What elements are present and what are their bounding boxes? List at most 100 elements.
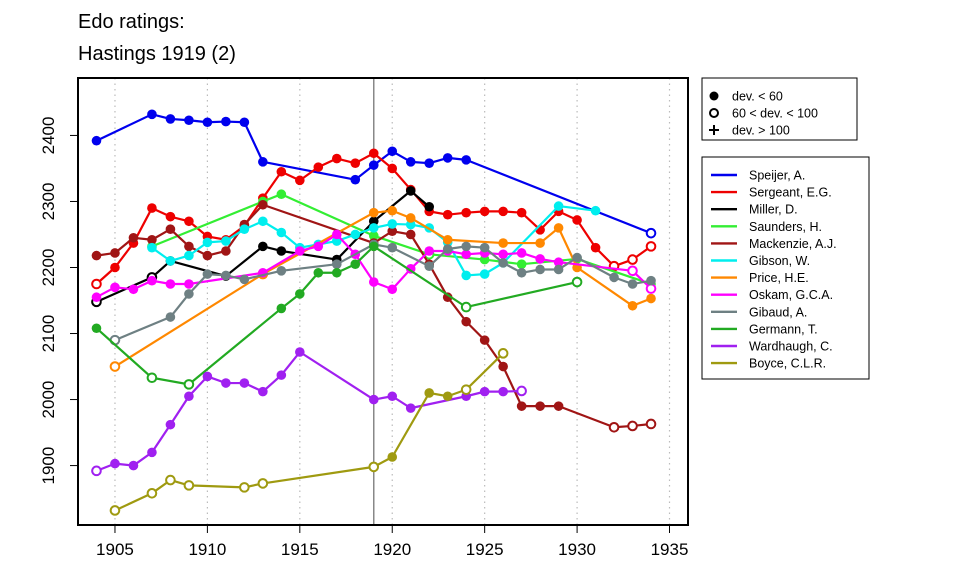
- marker-legend-label: dev. > 100: [732, 124, 790, 138]
- data-point: [405, 219, 416, 230]
- data-point: [627, 254, 638, 265]
- legend-label: Sergeant, E.G.: [749, 186, 832, 200]
- data-point: [368, 461, 380, 473]
- data-point: [461, 207, 471, 218]
- data-point: [479, 254, 490, 265]
- data-point: [184, 391, 194, 402]
- chart-title: Edo ratings:: [78, 11, 185, 33]
- data-point: [202, 269, 213, 279]
- data-point: [609, 272, 619, 283]
- data-point: [646, 293, 656, 304]
- data-point: [498, 258, 508, 268]
- data-point: [645, 241, 657, 252]
- data-point: [165, 419, 176, 430]
- data-point: [91, 278, 102, 290]
- legend-label: Gibaud, A.: [749, 305, 807, 319]
- data-point: [91, 135, 102, 146]
- data-point: [202, 371, 213, 382]
- data-point: [645, 227, 657, 239]
- data-point: [276, 246, 287, 256]
- data-point: [313, 267, 324, 278]
- data-point: [258, 386, 268, 397]
- data-point: [147, 275, 157, 286]
- data-point: [368, 394, 379, 405]
- data-point: [368, 160, 379, 170]
- data-point: [239, 482, 250, 493]
- data-point: [535, 401, 545, 411]
- y-tick-label: 2200: [39, 249, 58, 287]
- data-point: [331, 267, 342, 278]
- data-point: [165, 224, 176, 235]
- data-point: [479, 269, 490, 279]
- data-point: [368, 241, 379, 252]
- data-point: [368, 277, 379, 287]
- data-point: [350, 174, 361, 185]
- data-point: [608, 421, 620, 433]
- data-point: [590, 242, 601, 253]
- data-point: [109, 361, 121, 372]
- x-tick-label: 1920: [373, 540, 411, 559]
- data-point: [572, 252, 582, 263]
- legend-label: Gibson, W.: [749, 254, 810, 268]
- data-point: [331, 259, 342, 269]
- data-point: [405, 186, 416, 196]
- data-point: [128, 460, 139, 471]
- data-point: [128, 232, 139, 243]
- marker-legend-label: 60 < dev. < 100: [732, 107, 818, 121]
- data-point: [350, 158, 361, 168]
- data-point: [387, 219, 398, 229]
- data-point: [91, 465, 102, 477]
- data-point: [295, 347, 305, 357]
- data-point: [202, 237, 213, 248]
- data-point: [387, 226, 398, 236]
- data-point: [479, 335, 490, 345]
- data-point: [497, 348, 509, 359]
- data-point: [110, 248, 120, 258]
- data-point: [295, 175, 305, 186]
- data-point: [221, 270, 231, 281]
- data-point: [405, 229, 416, 240]
- data-point: [165, 279, 176, 289]
- data-point: [276, 370, 287, 380]
- legend-label: Speijer, A.: [749, 169, 805, 183]
- series-gibaud-a: [109, 239, 656, 346]
- data-point: [645, 418, 657, 430]
- data-point: [313, 162, 324, 172]
- x-tick-label: 1915: [281, 540, 319, 559]
- data-point: [276, 227, 287, 238]
- data-point: [535, 238, 545, 248]
- data-point: [91, 250, 102, 261]
- data-point: [239, 224, 250, 235]
- data-point: [368, 216, 379, 227]
- series-layer: [91, 109, 657, 516]
- data-point: [461, 241, 471, 252]
- data-point: [405, 213, 416, 223]
- data-point: [516, 267, 527, 278]
- data-point: [128, 284, 139, 295]
- data-point: [498, 238, 508, 248]
- data-point: [498, 206, 508, 217]
- data-point: [553, 223, 564, 233]
- data-point: [91, 292, 102, 303]
- x-tick-label: 1930: [558, 540, 596, 559]
- data-point: [387, 163, 398, 174]
- data-point: [276, 189, 287, 200]
- data-point: [239, 378, 250, 388]
- data-point: [165, 256, 176, 266]
- data-point: [479, 242, 490, 253]
- series-line: [96, 350, 522, 472]
- data-point: [368, 148, 379, 159]
- marker-filled-icon: [709, 91, 719, 101]
- data-point: [479, 206, 490, 217]
- data-point: [461, 270, 471, 281]
- data-point: [183, 379, 195, 390]
- data-point: [553, 401, 564, 411]
- data-point: [516, 207, 527, 218]
- data-point: [535, 254, 545, 264]
- data-point: [387, 242, 398, 253]
- series-oskam-g-c-a: [91, 229, 657, 303]
- y-tick-label: 1900: [39, 447, 58, 485]
- data-point: [387, 452, 398, 462]
- marker-legend: dev. < 60 60 < dev. < 100 dev. > 100: [709, 90, 818, 138]
